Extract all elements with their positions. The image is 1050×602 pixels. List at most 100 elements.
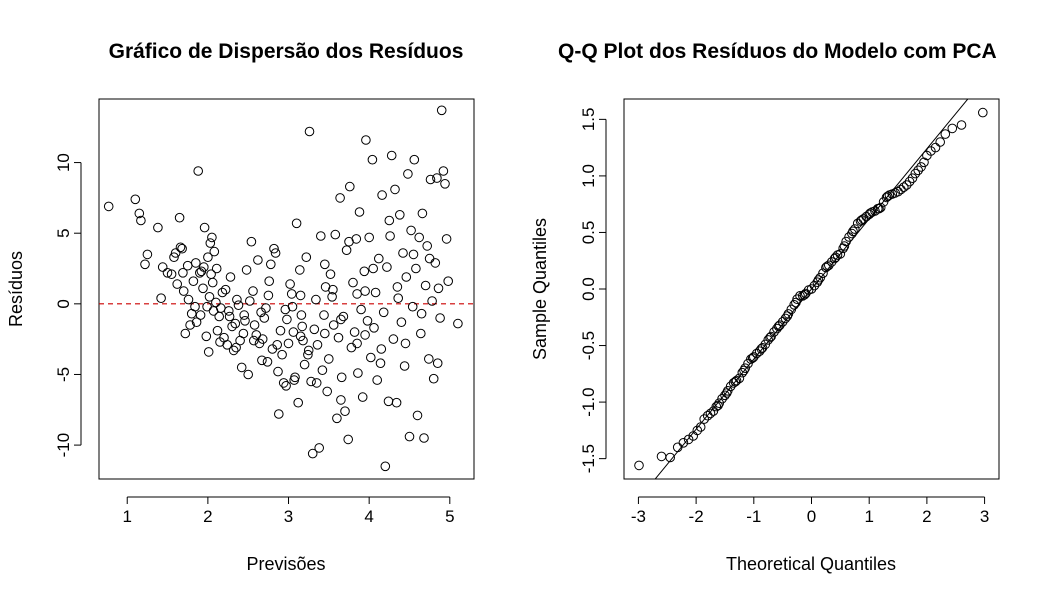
data-point [178,286,189,296]
data-point [435,313,445,323]
data-point [320,328,330,339]
data-point [665,452,676,463]
data-point [212,325,223,336]
data-point [246,236,257,247]
data-point [320,259,330,270]
y-tick-label: 0.5 [579,221,598,245]
data-point [188,276,199,287]
data-point [257,334,268,344]
data-point [848,226,858,237]
data-point [238,328,249,339]
data-point [239,310,249,320]
data-point [711,401,722,412]
data-point [209,246,220,257]
data-point [257,355,267,366]
data-point [130,194,141,205]
data-point [782,311,793,321]
data-point [211,297,221,308]
data-point [303,349,313,360]
data-point [360,330,370,340]
data-point [403,169,413,179]
data-point [839,241,850,251]
data-point [215,337,225,347]
data-point [392,282,403,292]
data-point [756,344,767,354]
data-point [978,107,988,118]
data-point [207,232,217,243]
data-point [406,225,416,236]
data-point [352,338,362,349]
data-point [201,331,212,342]
data-point [278,378,289,388]
y-tick-label: 10 [54,153,73,172]
data-point [156,293,166,304]
data-point [193,166,203,176]
data-point [172,279,182,289]
data-point [306,376,316,387]
y-tick-label: -1.0 [579,387,598,416]
data-point [191,317,202,328]
y-tick-label: 1.5 [579,108,598,132]
data-point [850,224,860,234]
data-point [416,308,427,319]
data-point [282,314,292,325]
data-point [346,342,357,353]
data-point [199,262,209,272]
x-tick-label: -1 [746,507,761,526]
data-point [773,321,784,332]
data-point [307,448,318,459]
data-point [248,286,258,296]
data-point [357,392,368,402]
data-point [174,212,185,223]
data-point [249,335,259,346]
y-tick-label: -1.5 [579,444,598,473]
data-point [424,354,434,364]
data-point [368,263,379,274]
data-point [899,182,909,192]
data-point [789,300,800,310]
data-point [328,320,339,330]
data-point [304,126,315,137]
data-point [328,284,338,295]
data-point [153,222,163,233]
data-point [838,243,849,254]
data-point [721,388,732,398]
data-point [391,397,402,408]
x-tick-label: 3 [980,507,989,526]
data-point [432,173,442,183]
data-point [353,368,363,378]
data-point [747,353,758,363]
data-point [231,342,241,353]
data-point [162,268,173,278]
data-point [813,275,824,285]
data-point [273,366,283,377]
data-point [399,361,410,371]
data-point [901,180,912,190]
data-point [395,210,405,220]
data-point [220,284,231,295]
data-point [436,105,447,116]
data-point [695,422,706,432]
y-tick-label: 1.0 [579,164,598,188]
data-point [236,362,247,373]
data-point [425,174,436,185]
x-tick-label: 4 [364,507,373,526]
data-point [216,303,226,313]
data-point [874,203,884,214]
data-point [441,234,452,244]
data-point [407,301,418,312]
data-point [378,307,389,318]
data-point [433,283,444,294]
data-point [263,290,274,301]
data-point [775,320,785,331]
data-point [336,395,346,405]
data-point [930,142,941,153]
data-point [281,381,291,391]
data-point [178,268,188,278]
data-point [882,191,893,202]
data-point [195,310,206,320]
data-point [317,365,328,376]
data-point [400,338,411,349]
